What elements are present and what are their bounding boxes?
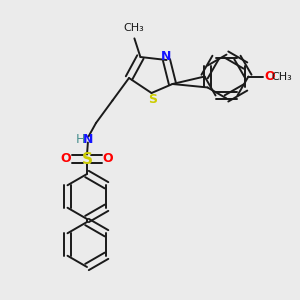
Text: CH₃: CH₃	[271, 71, 292, 82]
Text: N: N	[83, 133, 94, 146]
Text: S: S	[148, 93, 158, 106]
Text: O: O	[264, 70, 275, 83]
Text: S: S	[82, 152, 92, 166]
Text: N: N	[161, 50, 172, 64]
Text: CH₃: CH₃	[123, 23, 144, 33]
Text: O: O	[61, 152, 71, 166]
Text: O: O	[103, 152, 113, 166]
Text: H: H	[76, 133, 85, 146]
